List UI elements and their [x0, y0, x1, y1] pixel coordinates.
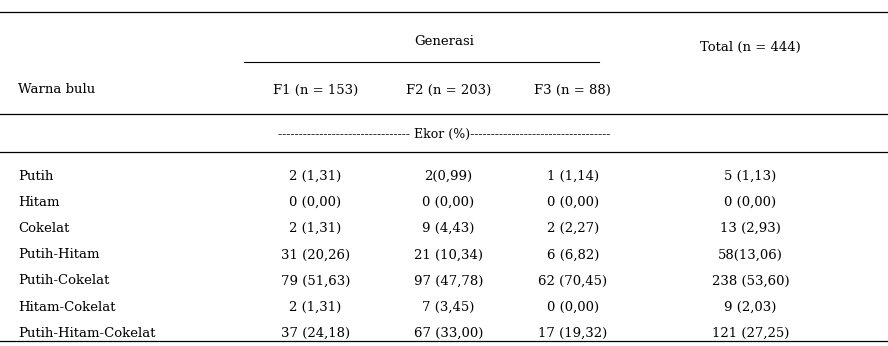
Text: 62 (70,45): 62 (70,45) — [538, 274, 607, 288]
Text: 5 (1,13): 5 (1,13) — [725, 170, 776, 183]
Text: 37 (24,18): 37 (24,18) — [281, 327, 350, 340]
Text: F2 (n = 203): F2 (n = 203) — [406, 83, 491, 97]
Text: 0 (0,00): 0 (0,00) — [547, 196, 599, 209]
Text: F1 (n = 153): F1 (n = 153) — [273, 83, 358, 97]
Text: 0 (0,00): 0 (0,00) — [289, 196, 341, 209]
Text: Warna bulu: Warna bulu — [18, 83, 95, 97]
Text: Generasi: Generasi — [414, 35, 474, 48]
Text: 17 (19,32): 17 (19,32) — [538, 327, 607, 340]
Text: 121 (27,25): 121 (27,25) — [711, 327, 789, 340]
Text: Putih-Hitam-Cokelat: Putih-Hitam-Cokelat — [18, 327, 155, 340]
Text: Hitam: Hitam — [18, 196, 59, 209]
Text: 1 (1,14): 1 (1,14) — [547, 170, 599, 183]
Text: 238 (53,60): 238 (53,60) — [711, 274, 789, 288]
Text: 79 (51,63): 79 (51,63) — [281, 274, 350, 288]
Text: 58(13,06): 58(13,06) — [718, 248, 783, 261]
Text: 97 (47,78): 97 (47,78) — [414, 274, 483, 288]
Text: 9 (4,43): 9 (4,43) — [423, 222, 474, 235]
Text: 6 (6,82): 6 (6,82) — [547, 248, 599, 261]
Text: Putih: Putih — [18, 170, 53, 183]
Text: 31 (20,26): 31 (20,26) — [281, 248, 350, 261]
Text: 21 (10,34): 21 (10,34) — [414, 248, 483, 261]
Text: 2(0,99): 2(0,99) — [424, 170, 472, 183]
Text: 7 (3,45): 7 (3,45) — [423, 301, 474, 313]
Text: Total (n = 444): Total (n = 444) — [700, 41, 801, 54]
Text: Putih-Cokelat: Putih-Cokelat — [18, 274, 109, 288]
Text: 2 (1,31): 2 (1,31) — [289, 301, 341, 313]
Text: 13 (2,93): 13 (2,93) — [720, 222, 781, 235]
Text: Cokelat: Cokelat — [18, 222, 69, 235]
Text: Putih-Hitam: Putih-Hitam — [18, 248, 99, 261]
Text: Hitam-Cokelat: Hitam-Cokelat — [18, 301, 115, 313]
Text: -------------------------------- Ekor (%)----------------------------------: -------------------------------- Ekor (%… — [278, 128, 610, 141]
Text: 2 (1,31): 2 (1,31) — [289, 170, 341, 183]
Text: 2 (2,27): 2 (2,27) — [547, 222, 599, 235]
Text: 67 (33,00): 67 (33,00) — [414, 327, 483, 340]
Text: 0 (0,00): 0 (0,00) — [423, 196, 474, 209]
Text: 2 (1,31): 2 (1,31) — [289, 222, 341, 235]
Text: 0 (0,00): 0 (0,00) — [725, 196, 776, 209]
Text: 0 (0,00): 0 (0,00) — [547, 301, 599, 313]
Text: 9 (2,03): 9 (2,03) — [725, 301, 776, 313]
Text: F3 (n = 88): F3 (n = 88) — [535, 83, 611, 97]
